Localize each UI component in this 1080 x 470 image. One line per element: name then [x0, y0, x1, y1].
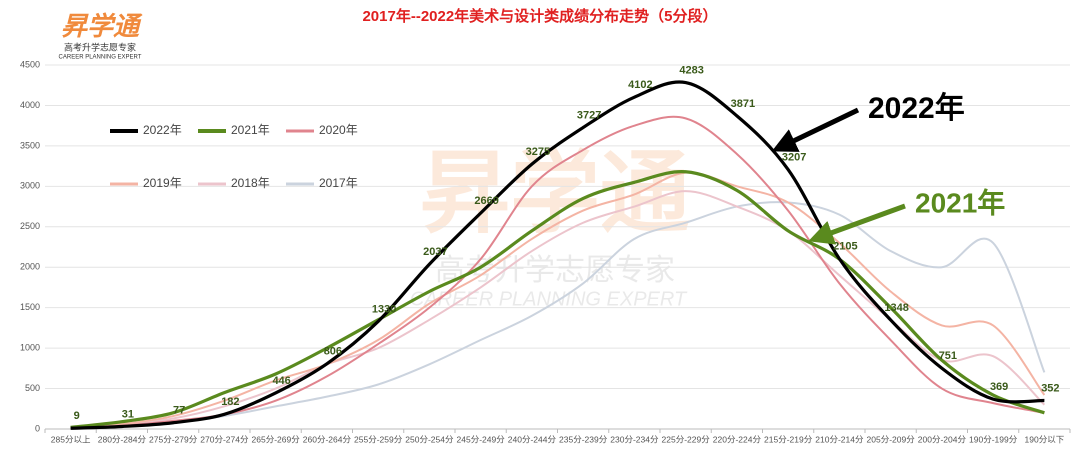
data-label: 4283 — [679, 64, 703, 76]
data-label: 1330 — [372, 303, 396, 315]
y-tick-label: 4000 — [20, 100, 40, 110]
data-label: 806 — [324, 346, 342, 358]
annotation-arrow — [771, 107, 860, 152]
x-tick-label: 190分-199分 — [969, 434, 1018, 444]
data-label: 4102 — [628, 79, 652, 91]
legend-label: 2017年 — [319, 176, 358, 190]
x-tick-label: 240分-244分 — [508, 434, 557, 444]
x-tick-label: 190分以下 — [1025, 434, 1065, 444]
y-tick-label: 2500 — [20, 221, 40, 231]
data-label: 3207 — [782, 151, 806, 163]
x-tick-label: 225分-229分 — [662, 434, 711, 444]
x-tick-label: 265分-269分 — [252, 434, 301, 444]
logo-tagline: 高考升学志愿专家 — [64, 41, 136, 52]
y-tick-label: 1000 — [20, 342, 40, 352]
x-tick-label: 205分-209分 — [867, 434, 916, 444]
x-tick-label: 215分-219分 — [764, 434, 813, 444]
data-label: 446 — [272, 375, 290, 387]
series-line — [70, 170, 1045, 429]
x-tick-label: 275分-279分 — [149, 434, 198, 444]
logo-english: CAREER PLANNING EXPERT — [59, 55, 142, 61]
data-label: 369 — [990, 381, 1008, 393]
legend-label: 2020年 — [319, 123, 358, 137]
data-label: 77 — [173, 405, 185, 417]
data-label: 3727 — [577, 109, 601, 121]
plot: 0 500 1000 1500 2000 2500 3000 3500 4000 4500 285分… — [20, 59, 1071, 444]
x-tick-label: 220分-224分 — [713, 434, 762, 444]
chart-title: 2017年--2022年美术与设计类成绩分布走势（5分段） — [362, 7, 717, 25]
data-label: 751 — [939, 350, 957, 362]
data-label: 352 — [1041, 382, 1059, 394]
x-tick-label: 250分-254分 — [405, 434, 454, 444]
y-tick-label: 3500 — [20, 140, 40, 150]
y-tick-label: 2000 — [20, 262, 40, 272]
data-label: 3275 — [526, 146, 550, 158]
data-label: 182 — [221, 396, 239, 408]
x-tick-label: 210分-214分 — [815, 434, 864, 444]
series-line — [70, 115, 1045, 430]
series-line — [70, 171, 1046, 429]
data-label: 2105 — [833, 241, 857, 253]
legend-label: 2019年 — [143, 176, 182, 190]
watermark-name: 昇学通 — [420, 144, 690, 244]
x-tick-label: 255分-259分 — [354, 434, 403, 444]
x-tick-label: 245分-249分 — [457, 434, 506, 444]
data-label: 2669 — [474, 195, 498, 207]
y-tick-label: 1500 — [20, 302, 40, 312]
y-tick-label: 500 — [25, 383, 40, 393]
watermark-english: CAREER PLANNING EXPERT — [410, 288, 688, 310]
x-tick-label: 200分-204分 — [918, 434, 967, 444]
series-line — [70, 80, 1045, 430]
x-tick-label: 285分以上 — [51, 434, 91, 444]
legend-label: 2022年 — [143, 123, 182, 137]
legend-label: 2018年 — [231, 176, 270, 190]
x-tick-label: 270分-274分 — [200, 434, 249, 444]
annotation-arrow — [808, 203, 906, 245]
series-line — [70, 201, 1046, 430]
data-label: 1348 — [884, 302, 908, 314]
y-tick-label: 0 — [35, 423, 40, 433]
y-tick-label: 3000 — [20, 181, 40, 191]
annotation: 2022年 — [868, 92, 965, 125]
data-label: 2037 — [423, 246, 447, 258]
data-label: 9 — [74, 410, 80, 422]
x-tick-label: 235分-239分 — [559, 434, 608, 444]
annotation: 2021年 — [915, 186, 1005, 218]
x-tick-label: 230分-234分 — [610, 434, 659, 444]
logo-name: 昇学通 — [61, 11, 143, 41]
x-tick-label: 280分-284分 — [98, 434, 147, 444]
legend-label: 2021年 — [231, 123, 270, 137]
y-tick-label: 4500 — [20, 59, 40, 69]
x-tick-label: 260分-264分 — [303, 434, 352, 444]
data-label: 31 — [122, 408, 134, 420]
data-label: 3871 — [731, 98, 755, 110]
